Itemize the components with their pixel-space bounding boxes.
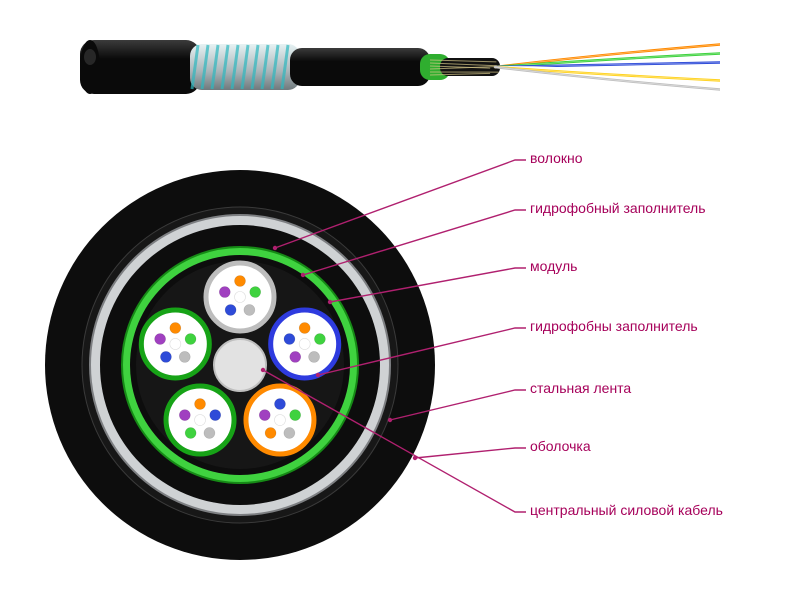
fiber-1-2 [309, 351, 320, 362]
label-module: модуль [530, 258, 577, 274]
fiber-2-2 [284, 427, 295, 438]
fiber-4-4 [155, 334, 166, 345]
fiber-0-4 [219, 287, 230, 298]
fiber-2-3 [265, 427, 276, 438]
fiber-1-4 [284, 334, 295, 345]
label-sheath: оболочка [530, 438, 591, 454]
fiber-3-0 [195, 399, 206, 410]
fiber-3-1 [210, 410, 221, 421]
central-strength-member [214, 339, 266, 391]
label-central: центральный силовой кабель [530, 502, 723, 518]
fiber-1-3 [290, 351, 301, 362]
fiber-1-1 [314, 334, 325, 345]
fiber-4-center [170, 338, 181, 349]
label-gel_inner: гидрофобный заполнитель [530, 200, 706, 216]
fiber-3-3 [185, 427, 196, 438]
fiber-0-0 [235, 276, 246, 287]
fiber-4-2 [179, 351, 190, 362]
fiber-2-0 [274, 399, 285, 410]
fiber-2-4 [259, 410, 270, 421]
label-steel_tape: стальная лента [530, 380, 631, 396]
fiber-2-1 [290, 410, 301, 421]
fiber-1-0 [299, 322, 310, 333]
fiber-1-center [299, 338, 310, 349]
fiber-4-3 [160, 351, 171, 362]
fiber-2-center [274, 415, 285, 426]
label-fiber: волокно [530, 150, 583, 166]
label-gel_outer: гидрофобны заполнитель [530, 318, 698, 334]
fiber-3-4 [179, 410, 190, 421]
fiber-4-1 [185, 334, 196, 345]
fiber-0-1 [250, 287, 261, 298]
fiber-3-center [195, 415, 206, 426]
fiber-3-2 [204, 427, 215, 438]
fiber-4-0 [170, 322, 181, 333]
fiber-0-2 [244, 304, 255, 315]
fiber-0-center [235, 292, 246, 303]
fiber-0-3 [225, 304, 236, 315]
